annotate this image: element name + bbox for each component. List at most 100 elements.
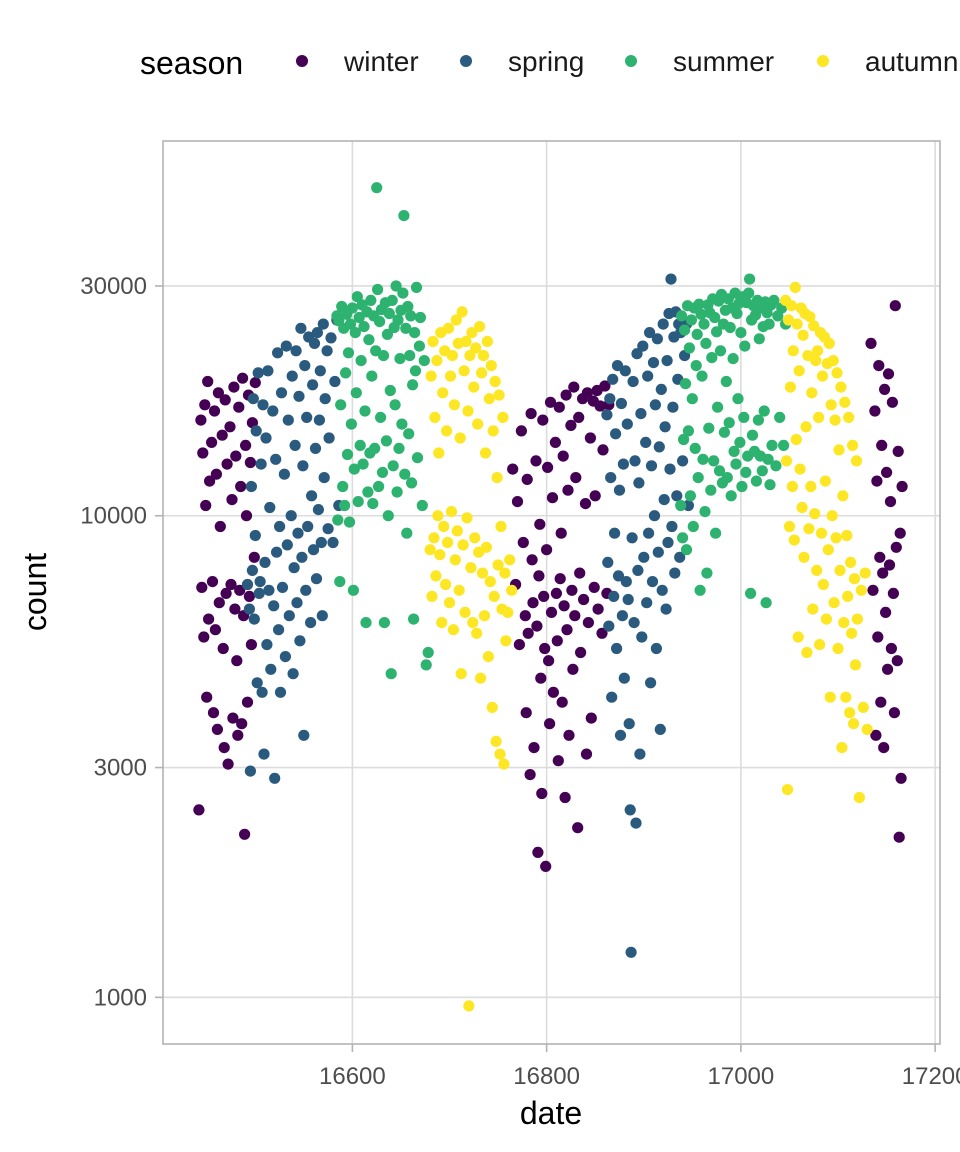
point-summer bbox=[712, 401, 724, 413]
point-winter bbox=[531, 620, 543, 632]
point-spring bbox=[310, 573, 323, 585]
point-summer bbox=[401, 527, 413, 539]
point-autumn bbox=[500, 635, 512, 647]
point-winter bbox=[240, 510, 253, 522]
point-winter bbox=[200, 499, 212, 512]
point-autumn bbox=[839, 396, 851, 408]
point-winter bbox=[874, 551, 886, 563]
legend-key-summer bbox=[625, 55, 637, 67]
point-summer bbox=[341, 448, 354, 461]
point-autumn bbox=[462, 405, 474, 417]
point-winter bbox=[557, 450, 569, 462]
point-winter bbox=[533, 570, 545, 582]
point-summer bbox=[399, 468, 411, 480]
point-autumn bbox=[485, 360, 497, 372]
point-autumn bbox=[840, 691, 852, 703]
point-spring bbox=[626, 532, 638, 544]
point-autumn bbox=[830, 532, 842, 544]
point-summer bbox=[359, 405, 371, 417]
point-spring bbox=[329, 375, 341, 388]
point-summer bbox=[750, 475, 763, 487]
point-summer bbox=[355, 355, 367, 367]
point-spring bbox=[245, 480, 257, 493]
point-autumn bbox=[442, 322, 455, 334]
point-summer bbox=[360, 617, 372, 629]
point-winter bbox=[210, 468, 222, 480]
point-spring bbox=[247, 393, 259, 405]
point-autumn bbox=[817, 578, 830, 591]
point-spring bbox=[273, 624, 285, 636]
point-summer bbox=[393, 442, 405, 454]
point-autumn bbox=[790, 433, 802, 446]
x-axis-title: date bbox=[520, 1095, 582, 1131]
point-winter bbox=[589, 490, 601, 502]
point-summer bbox=[344, 318, 357, 330]
point-winter bbox=[240, 439, 252, 451]
point-winter bbox=[544, 718, 556, 730]
point-winter bbox=[879, 383, 891, 395]
point-winter bbox=[235, 480, 247, 493]
point-winter bbox=[534, 518, 546, 530]
point-summer bbox=[724, 321, 736, 334]
point-spring bbox=[280, 340, 292, 352]
point-winter bbox=[882, 368, 895, 380]
point-winter bbox=[218, 742, 230, 754]
point-autumn bbox=[797, 329, 809, 341]
point-winter bbox=[867, 584, 879, 596]
point-summer bbox=[409, 327, 421, 339]
point-winter bbox=[527, 597, 539, 609]
point-summer bbox=[389, 399, 401, 411]
point-autumn bbox=[426, 590, 438, 603]
point-winter bbox=[245, 639, 257, 651]
point-autumn bbox=[427, 335, 439, 348]
point-spring bbox=[292, 527, 304, 539]
point-autumn bbox=[826, 510, 838, 522]
point-spring bbox=[618, 672, 630, 684]
point-spring bbox=[633, 477, 645, 489]
point-autumn bbox=[820, 613, 833, 625]
point-summer bbox=[706, 352, 718, 364]
point-autumn bbox=[859, 567, 871, 579]
point-summer bbox=[684, 490, 697, 502]
point-winter bbox=[572, 822, 584, 834]
point-spring bbox=[650, 642, 663, 655]
point-winter bbox=[575, 646, 587, 659]
point-spring bbox=[290, 345, 302, 357]
point-autumn bbox=[506, 584, 518, 596]
point-spring bbox=[661, 355, 673, 367]
point-spring bbox=[254, 576, 266, 588]
point-autumn bbox=[476, 567, 489, 579]
point-autumn bbox=[794, 463, 806, 475]
point-winter bbox=[560, 389, 572, 401]
point-spring bbox=[677, 455, 689, 467]
point-spring bbox=[601, 409, 613, 421]
point-summer bbox=[378, 617, 390, 629]
point-winter bbox=[538, 590, 550, 603]
point-autumn bbox=[499, 567, 511, 579]
point-summer bbox=[714, 345, 727, 357]
point-spring bbox=[671, 490, 683, 502]
point-spring bbox=[645, 677, 657, 689]
point-winter bbox=[542, 461, 554, 473]
point-autumn bbox=[787, 345, 799, 357]
point-autumn bbox=[457, 539, 469, 551]
data-points bbox=[193, 182, 908, 1012]
point-winter bbox=[217, 642, 229, 655]
point-spring bbox=[309, 442, 322, 454]
point-winter bbox=[243, 590, 255, 603]
y-tick-label: 10000 bbox=[80, 503, 147, 530]
point-winter bbox=[546, 492, 559, 504]
point-winter bbox=[578, 593, 590, 606]
point-spring bbox=[297, 460, 309, 472]
point-spring bbox=[248, 613, 260, 625]
point-autumn bbox=[449, 554, 461, 566]
point-autumn bbox=[832, 642, 844, 655]
point-autumn bbox=[491, 472, 503, 484]
point-autumn bbox=[816, 370, 829, 382]
point-winter bbox=[872, 631, 884, 643]
point-summer bbox=[365, 294, 377, 306]
point-winter bbox=[890, 541, 902, 553]
point-spring bbox=[623, 718, 635, 730]
point-winter bbox=[545, 606, 558, 619]
point-winter bbox=[554, 573, 566, 585]
